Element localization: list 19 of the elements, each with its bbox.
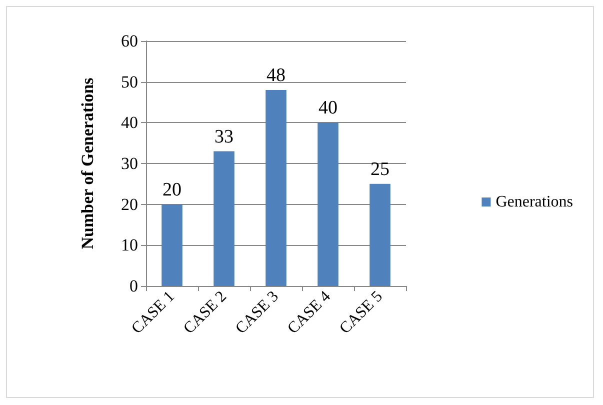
y-tick-label: 20 <box>121 194 138 214</box>
y-tick-label: 60 <box>121 32 138 50</box>
bar <box>162 204 182 286</box>
bar <box>266 90 286 286</box>
y-axis-title: Number of Generations <box>78 77 97 250</box>
bar <box>370 184 390 286</box>
bar <box>214 151 234 286</box>
y-tick-label: 30 <box>121 154 138 173</box>
y-tick-label: 0 <box>130 276 138 296</box>
y-tick-label: 40 <box>121 113 138 132</box>
data-label: 25 <box>370 158 390 180</box>
legend-label: Generations <box>496 194 574 210</box>
y-tick-label: 50 <box>121 72 138 92</box>
data-label: 40 <box>318 98 338 119</box>
y-tick-label: 10 <box>121 236 138 255</box>
data-label: 20 <box>162 179 182 200</box>
data-label: 33 <box>214 126 234 148</box>
bar <box>318 122 338 286</box>
data-label: 48 <box>266 65 286 86</box>
